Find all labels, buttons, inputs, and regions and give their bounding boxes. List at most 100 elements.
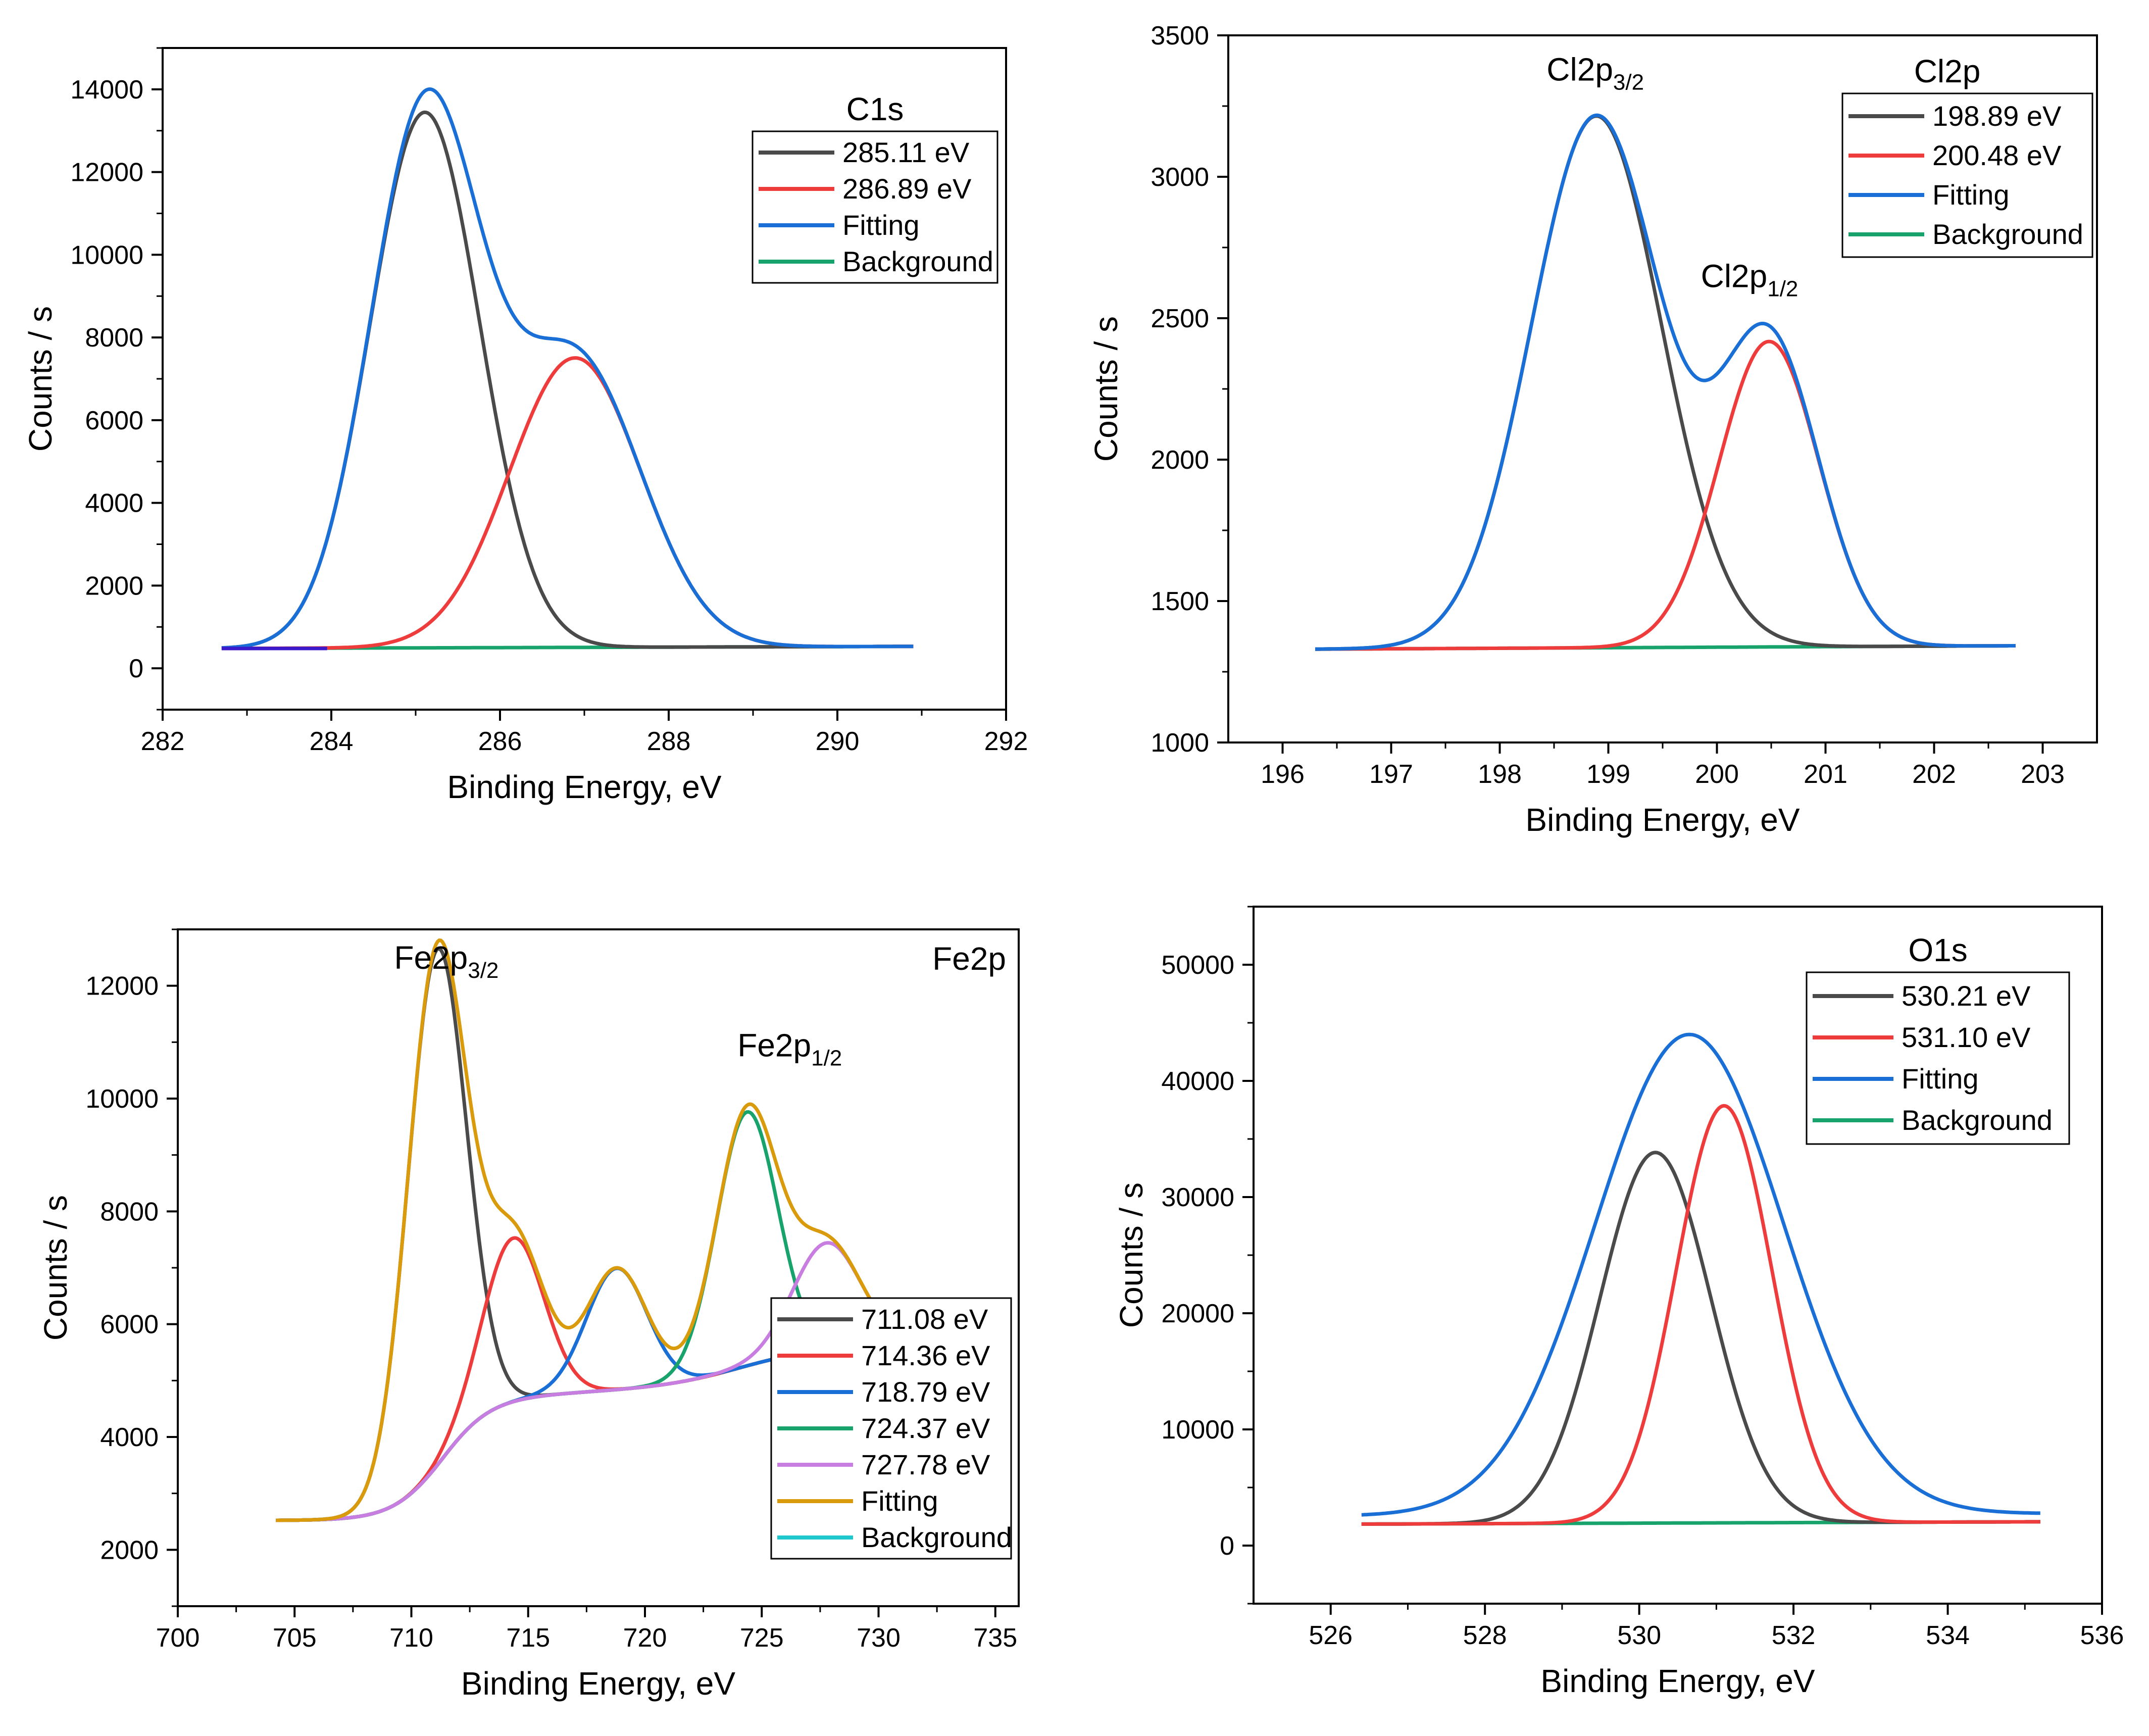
chart-fe2p: 700 705 710 715 720 725 730 735 2000 4000 6000 8000…: [37, 928, 1020, 1702]
legend-entry: Background: [842, 245, 993, 277]
y-tick-label: 10000: [1161, 1415, 1234, 1445]
legend-box: [1806, 971, 2070, 1145]
chart-title: Fe2p: [932, 940, 1006, 977]
x-tick-label: 198: [1478, 760, 1522, 789]
series-fitting: [1361, 1032, 2040, 1517]
x-axis: 282 284 286 288 290 292: [141, 710, 1028, 756]
chart-c1s: 282 284 286 288 290 292 0 2000 4000 6000 8000 10000…: [22, 47, 1028, 805]
x-tick-label: 730: [857, 1623, 901, 1653]
y-tick-label: 2500: [1151, 304, 1209, 333]
x-tick-label: 526: [1309, 1621, 1353, 1650]
y-tick-label: 4000: [85, 489, 143, 518]
x-tick-label: 536: [2080, 1621, 2124, 1650]
x-tick-label: 735: [973, 1623, 1017, 1653]
chart-cl2p: 196 197 198 199 200 201 202 203 1000 1500 2000 2500…: [1088, 21, 2098, 838]
legend: 198.89 eV 200.48 eV Fitting Background: [1841, 92, 2093, 258]
peak-annotation: Cl2p3/2: [1546, 52, 1644, 95]
y-axis-label: Counts / s: [22, 306, 59, 452]
y-tick-label: 3500: [1151, 21, 1209, 51]
y-axis: 0 10000 20000 30000 40000 50000: [1161, 906, 1254, 1605]
x-tick-label: 201: [1804, 760, 1847, 789]
x-axis-label: Binding Energy, eV: [1540, 1663, 1815, 1699]
y-axis: 1000 1500 2000 2500 3000 3500: [1151, 21, 1228, 758]
x-tick-label: 528: [1463, 1621, 1507, 1650]
legend-entry: 286.89 eV: [842, 173, 972, 205]
x-tick-label: 720: [623, 1623, 667, 1653]
y-tick-label: 12000: [85, 972, 159, 1001]
y-axis-label: Counts / s: [1113, 1182, 1150, 1328]
y-tick-label: 4000: [100, 1423, 159, 1452]
x-tick-label: 530: [1617, 1621, 1661, 1650]
y-axis-label: Counts / s: [1088, 316, 1124, 462]
series-fitting: [1315, 113, 2016, 651]
y-tick-label: 30000: [1161, 1183, 1234, 1212]
x-axis: 526 528 530 532 534 536: [1309, 1604, 2124, 1650]
y-tick-label: 0: [129, 654, 143, 683]
legend-entry: 285.11 eV: [842, 136, 970, 168]
x-axis: 700 705 710 715 720 725 730 735: [156, 1606, 1017, 1653]
series-fitting: [221, 87, 914, 650]
legend-entry: 530.21 eV: [1902, 980, 2031, 1012]
chart-title: O1s: [1908, 932, 1967, 968]
x-tick-label: 202: [1912, 760, 1956, 789]
x-tick-label: 196: [1261, 760, 1305, 789]
series-peak-5: [276, 1241, 949, 1522]
y-tick-label: 14000: [70, 75, 143, 105]
y-tick-label: 10000: [85, 1084, 159, 1114]
x-tick-label: 282: [141, 727, 185, 756]
series-fitting: [276, 938, 949, 1522]
y-tick-label: 1500: [1151, 587, 1209, 616]
peak-annotation: Cl2p1/2: [1701, 258, 1798, 301]
y-tick-label: 50000: [1161, 951, 1234, 980]
x-tick-label: 290: [816, 727, 860, 756]
peak-annotation: Fe2p3/2: [394, 939, 498, 983]
y-tick-label: 3000: [1151, 163, 1209, 192]
x-tick-label: 700: [156, 1623, 200, 1653]
y-tick-label: 10000: [70, 240, 143, 270]
series-peak-1: [1361, 1151, 2040, 1526]
legend-entry: 727.78 eV: [861, 1449, 990, 1480]
legend-entry: Background: [861, 1521, 1012, 1553]
y-tick-label: 12000: [70, 158, 143, 187]
y-axis: 2000 4000 6000 8000 10000 12000: [85, 928, 178, 1607]
x-tick-label: 197: [1369, 760, 1413, 789]
y-tick-label: 2000: [85, 571, 143, 601]
x-tick-label: 200: [1695, 760, 1739, 789]
legend-entry: Fitting: [1932, 179, 2010, 211]
y-axis: 0 2000 4000 6000 8000 10000 12000 14000: [70, 47, 163, 711]
y-tick-label: 40000: [1161, 1067, 1234, 1096]
legend-entry: 714.36 eV: [861, 1340, 990, 1371]
legend-entry: 200.48 eV: [1932, 139, 2062, 171]
y-tick-label: 8000: [100, 1197, 159, 1226]
y-axis-label: Counts / s: [37, 1195, 74, 1341]
chart-title: C1s: [846, 91, 904, 127]
x-axis: 196 197 198 199 200 201 202 203: [1261, 742, 2065, 789]
x-tick-label: 532: [1772, 1621, 1816, 1650]
y-tick-label: 8000: [85, 323, 143, 353]
peak-annotation: Fe2p1/2: [737, 1027, 842, 1070]
x-tick-label: 534: [1926, 1621, 1970, 1650]
legend: 285.11 eV 286.89 eV Fitting Background: [752, 130, 998, 284]
series-peak-2: [221, 356, 914, 651]
y-tick-label: 20000: [1161, 1299, 1234, 1328]
y-tick-label: 2000: [100, 1535, 159, 1565]
legend-entry: Background: [1932, 218, 2083, 250]
legend: 530.21 eV 531.10 eV Fitting Background: [1806, 971, 2070, 1145]
x-tick-label: 705: [273, 1623, 317, 1653]
legend-entry: 711.08 eV: [861, 1303, 988, 1335]
legend-entry: Background: [1902, 1104, 2053, 1136]
x-tick-label: 203: [2021, 760, 2065, 789]
legend-entry: 718.79 eV: [861, 1376, 990, 1408]
legend-box: [1841, 92, 2093, 258]
chart-o1s: 526 528 530 532 534 536 0 10000 20000 30000 40000 5…: [1113, 906, 2124, 1699]
y-tick-label: 0: [1220, 1531, 1234, 1561]
x-tick-label: 710: [389, 1623, 433, 1653]
x-tick-label: 292: [984, 727, 1028, 756]
x-tick-label: 199: [1586, 760, 1630, 789]
legend-entry: Fitting: [842, 209, 920, 241]
curves: [221, 87, 914, 651]
legend-entry: 198.89 eV: [1932, 100, 2062, 132]
legend-entry: Fitting: [861, 1485, 938, 1517]
x-axis-label: Binding Energy, eV: [461, 1665, 735, 1702]
